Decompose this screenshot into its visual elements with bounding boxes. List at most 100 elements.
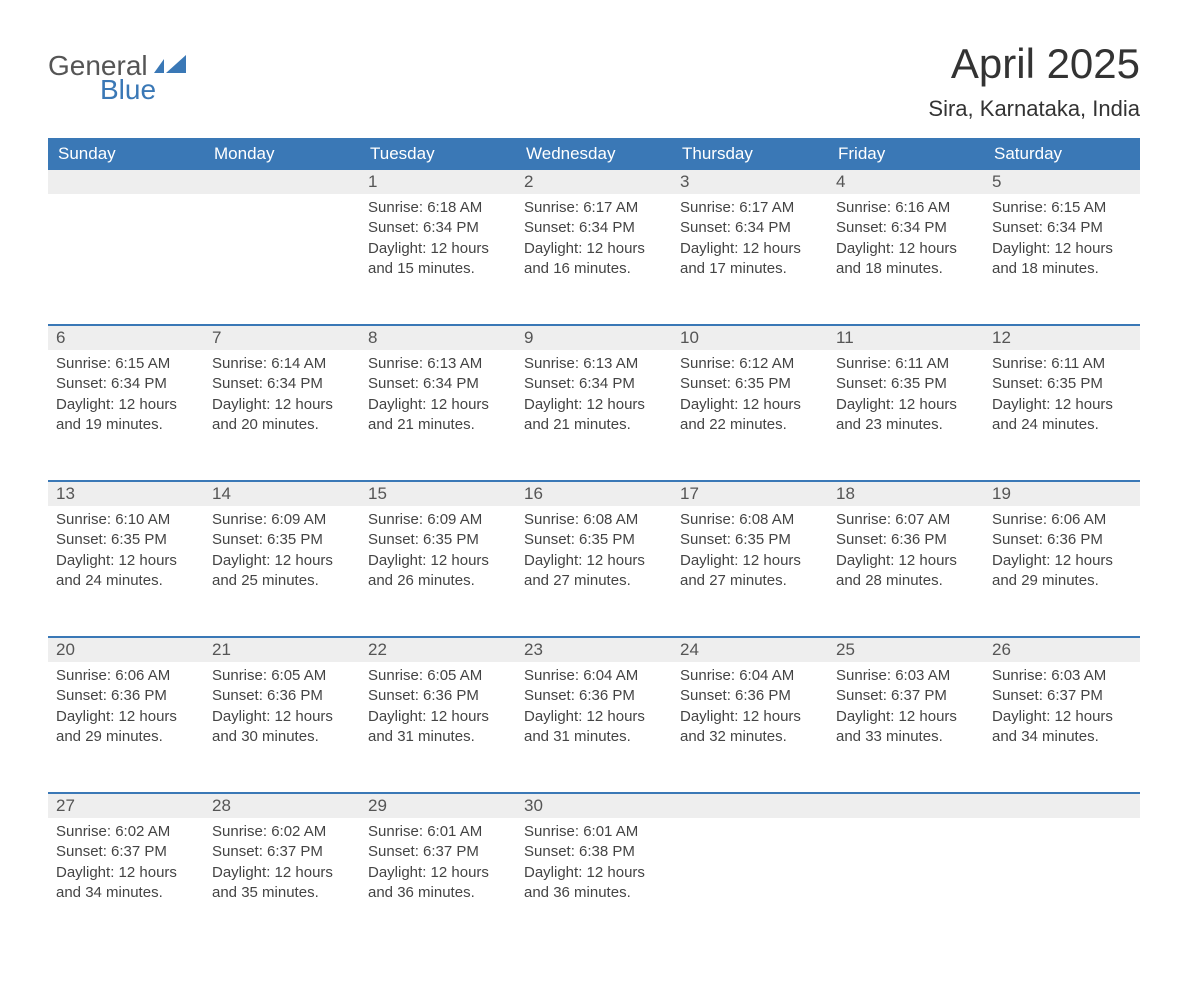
- daylight-line: Daylight: 12 hours and 36 minutes.: [524, 863, 664, 904]
- sunset-line: Sunset: 6:34 PM: [524, 374, 664, 394]
- sunrise-line: Sunrise: 6:15 AM: [56, 354, 196, 374]
- daylight-line: Daylight: 12 hours and 21 minutes.: [368, 395, 508, 436]
- day-content-cell: Sunrise: 6:15 AMSunset: 6:34 PMDaylight:…: [48, 350, 204, 480]
- day-number-cell: 19: [984, 480, 1140, 506]
- daylight-line: Daylight: 12 hours and 23 minutes.: [836, 395, 976, 436]
- day-number-cell: 10: [672, 324, 828, 350]
- sunrise-line: Sunrise: 6:06 AM: [56, 666, 196, 686]
- day-number: 6: [48, 324, 204, 350]
- day-number: 3: [672, 170, 828, 194]
- day-content: Sunrise: 6:15 AMSunset: 6:34 PMDaylight:…: [48, 350, 204, 451]
- day-content-cell: Sunrise: 6:04 AMSunset: 6:36 PMDaylight:…: [516, 662, 672, 792]
- week-contentrow: Sunrise: 6:10 AM Sunset: 6:35 PM Daylight:…: [48, 506, 1140, 636]
- day-number: 30: [516, 792, 672, 818]
- sunrise-line: Sunrise: 6:08 AM: [524, 510, 664, 530]
- day-content: Sunrise: 6:06 AMSunset: 6:36 PMDaylight:…: [984, 506, 1140, 607]
- weekday-header-row: SundayMondayTuesdayWednesdayThursdayFrid…: [48, 138, 1140, 170]
- day-content-cell: Sunrise: 6:06 AMSunset: 6:36 PMDaylight:…: [984, 506, 1140, 636]
- day-number-cell: 11: [828, 324, 984, 350]
- sunrise-line: Sunrise: 6:04 AM: [524, 666, 664, 686]
- day-content-cell: Sunrise: 6:16 AMSunset: 6:34 PMDaylight:…: [828, 194, 984, 324]
- day-content-cell: Sunrise: 6:05 AMSunset: 6:36 PMDaylight:…: [204, 662, 360, 792]
- day-content-cell: [48, 194, 204, 324]
- day-content: Sunrise: 6:17 AMSunset: 6:34 PMDaylight:…: [672, 194, 828, 295]
- day-number-cell: [204, 170, 360, 194]
- daylight-line: Daylight: 12 hours and 24 minutes.: [56, 551, 196, 592]
- week-contentrow: Sunrise: 6:02 AMSunset: 6:37 PMDaylight:…: [48, 818, 1140, 948]
- day-number: 13: [48, 480, 204, 506]
- day-content: Sunrise: 6:01 AMSunset: 6:38 PMDaylight:…: [516, 818, 672, 919]
- sunrise-line: Sunrise: 6:10 AM: [56, 510, 196, 530]
- daylight-line: Daylight: 12 hours and 33 minutes.: [836, 707, 976, 748]
- day-number-cell: 30: [516, 792, 672, 818]
- sunrise-line: Sunrise: 6:01 AM: [368, 822, 508, 842]
- day-number-empty: [204, 170, 360, 194]
- day-content-cell: [672, 818, 828, 948]
- day-number-cell: 9: [516, 324, 672, 350]
- day-number: 8: [360, 324, 516, 350]
- sunset-line: Sunset: 6:34 PM: [368, 218, 508, 238]
- day-number-empty: [984, 792, 1140, 818]
- day-number-cell: 2: [516, 170, 672, 194]
- day-content-cell: [984, 818, 1140, 948]
- day-number-cell: 1: [360, 170, 516, 194]
- day-content: Sunrise: 6:14 AMSunset: 6:34 PMDaylight:…: [204, 350, 360, 451]
- sunset-line: Sunset: 6:37 PM: [836, 686, 976, 706]
- day-content-cell: Sunrise: 6:09 AMSunset: 6:35 PMDaylight:…: [204, 506, 360, 636]
- sunrise-line: Sunrise: 6:04 AM: [680, 666, 820, 686]
- day-content: Sunrise: 6:08 AMSunset: 6:35 PMDaylight:…: [516, 506, 672, 607]
- day-content-cell: Sunrise: 6:05 AMSunset: 6:36 PMDaylight:…: [360, 662, 516, 792]
- daylight-line: Daylight: 12 hours and 27 minutes.: [524, 551, 664, 592]
- day-number-cell: 7: [204, 324, 360, 350]
- day-content: Sunrise: 6:04 AMSunset: 6:36 PMDaylight:…: [672, 662, 828, 763]
- day-number-cell: [48, 170, 204, 194]
- sunrise-line: Sunrise: 6:08 AM: [680, 510, 820, 530]
- sunrise-line: Sunrise: 6:13 AM: [368, 354, 508, 374]
- daylight-line: Daylight: 12 hours and 36 minutes.: [368, 863, 508, 904]
- weekday-thursday: Thursday: [672, 138, 828, 170]
- day-content: Sunrise: 6:10 AMSunset: 6:35 PMDaylight:…: [48, 506, 204, 607]
- weekday-saturday: Saturday: [984, 138, 1140, 170]
- sunset-line: Sunset: 6:37 PM: [56, 842, 196, 862]
- day-content-cell: Sunrise: 6:08 AMSunset: 6:35 PMDaylight:…: [516, 506, 672, 636]
- daylight-line: Daylight: 12 hours and 34 minutes.: [56, 863, 196, 904]
- sunset-line: Sunset: 6:36 PM: [212, 686, 352, 706]
- sunset-line: Sunset: 6:37 PM: [212, 842, 352, 862]
- day-content-cell: Sunrise: 6:12 AMSunset: 6:35 PMDaylight:…: [672, 350, 828, 480]
- day-number: 18: [828, 480, 984, 506]
- week-contentrow: Sunrise: 6:06 AM Sunset: 6:36 PM Daylight:…: [48, 662, 1140, 792]
- daylight-line: Daylight: 12 hours and 18 minutes.: [836, 239, 976, 280]
- day-number: 1: [360, 170, 516, 194]
- sunrise-line: Sunrise: 6:16 AM: [836, 198, 976, 218]
- sunrise-line: Sunrise: 6:03 AM: [836, 666, 976, 686]
- sunrise-line: Sunrise: 6:11 AM: [836, 354, 976, 374]
- day-number: 26: [984, 636, 1140, 662]
- sunrise-line: Sunrise: 6:15 AM: [992, 198, 1132, 218]
- day-content-cell: Sunrise: 6:07 AMSunset: 6:36 PMDaylight:…: [828, 506, 984, 636]
- sunset-line: Sunset: 6:34 PM: [56, 374, 196, 394]
- daylight-line: Daylight: 12 hours and 29 minutes.: [992, 551, 1132, 592]
- day-number-cell: [672, 792, 828, 818]
- day-number: 17: [672, 480, 828, 506]
- day-content-cell: Sunrise: 6:06 AMSunset: 6:36 PMDaylight:…: [48, 662, 204, 792]
- day-content-cell: Sunrise: 6:04 AMSunset: 6:36 PMDaylight:…: [672, 662, 828, 792]
- day-content: Sunrise: 6:02 AMSunset: 6:37 PMDaylight:…: [48, 818, 204, 919]
- weekday-monday: Monday: [204, 138, 360, 170]
- day-number-cell: 14: [204, 480, 360, 506]
- sunset-line: Sunset: 6:35 PM: [212, 530, 352, 550]
- daylight-line: Daylight: 12 hours and 34 minutes.: [992, 707, 1132, 748]
- daylight-line: Daylight: 12 hours and 26 minutes.: [368, 551, 508, 592]
- daylight-line: Daylight: 12 hours and 35 minutes.: [212, 863, 352, 904]
- day-number: 19: [984, 480, 1140, 506]
- sunset-line: Sunset: 6:37 PM: [368, 842, 508, 862]
- sunrise-line: Sunrise: 6:03 AM: [992, 666, 1132, 686]
- daylight-line: Daylight: 12 hours and 21 minutes.: [524, 395, 664, 436]
- calendar-body: 12345Sunrise: 6:18 AMSunset: 6:34 PMDayl…: [48, 170, 1140, 948]
- day-content-cell: Sunrise: 6:17 AMSunset: 6:34 PMDaylight:…: [672, 194, 828, 324]
- day-content: Sunrise: 6:11 AMSunset: 6:35 PMDaylight:…: [984, 350, 1140, 451]
- title-block: April 2025 Sira, Karnataka, India: [928, 40, 1140, 122]
- day-content-cell: Sunrise: 6:01 AMSunset: 6:38 PMDaylight:…: [516, 818, 672, 948]
- sunrise-line: Sunrise: 6:18 AM: [368, 198, 508, 218]
- month-title: April 2025: [928, 40, 1140, 88]
- week-contentrow: Sunrise: 6:18 AMSunset: 6:34 PM Daylight:…: [48, 194, 1140, 324]
